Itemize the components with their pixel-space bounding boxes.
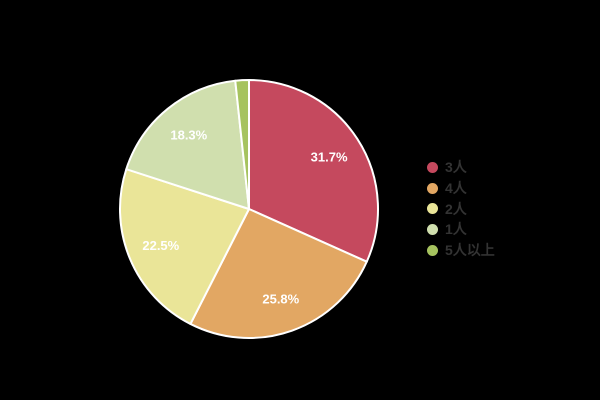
legend-item-5人以上[interactable]: 5人以上 [427,240,495,261]
legend-label: 3人 [445,159,467,176]
legend-label: 1人 [445,221,467,238]
pie-slice-label: 22.5% [142,238,179,253]
legend-marker-icon [427,223,438,235]
pie-slice-label: 25.8% [262,292,299,307]
legend-marker-icon [427,244,438,256]
legend-item-1人[interactable]: 1人 [427,219,495,240]
pie-slice-4人[interactable] [189,208,368,339]
pie-slice-1人[interactable] [125,79,250,210]
pie-slice-2人[interactable] [119,168,250,325]
legend-label: 4人 [445,180,467,197]
legend-item-4人[interactable]: 4人 [427,178,495,199]
legend-label: 5人以上 [445,242,495,259]
legend: 3人 4人 2人 1人 5人以上 [427,157,495,260]
legend-item-2人[interactable]: 2人 [427,198,495,219]
pie-slice-label: 18.3% [170,127,207,142]
legend-marker-icon [427,161,438,173]
legend-marker-icon [427,182,438,194]
pie-slice-5人以上[interactable] [234,79,250,210]
legend-marker-icon [427,203,438,215]
pie-slice-label: 31.7% [311,150,348,165]
pie-slice-3人[interactable] [248,79,380,263]
legend-item-3人[interactable]: 3人 [427,157,495,178]
legend-label: 2人 [445,200,467,217]
